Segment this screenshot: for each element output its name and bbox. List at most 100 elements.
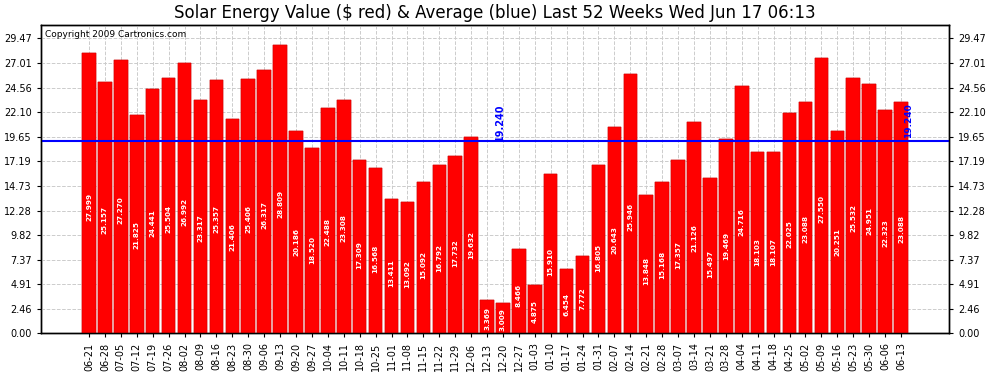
Bar xyxy=(257,70,271,333)
Bar xyxy=(783,113,796,333)
Bar xyxy=(687,122,701,333)
Bar xyxy=(846,78,860,333)
Text: 8.466: 8.466 xyxy=(516,284,522,307)
Bar xyxy=(815,58,829,333)
Bar xyxy=(146,89,159,333)
Text: 19.469: 19.469 xyxy=(723,232,729,260)
Bar xyxy=(480,300,494,333)
Text: 16.805: 16.805 xyxy=(596,244,602,272)
Text: 13.411: 13.411 xyxy=(388,259,394,287)
Bar xyxy=(448,156,462,333)
Title: Solar Energy Value ($ red) & Average (blue) Last 52 Weeks Wed Jun 17 06:13: Solar Energy Value ($ red) & Average (bl… xyxy=(174,4,816,22)
Bar xyxy=(862,84,876,333)
Bar xyxy=(576,256,589,333)
Bar xyxy=(846,78,860,333)
Text: 25.406: 25.406 xyxy=(246,205,251,233)
Bar xyxy=(98,82,112,333)
Bar xyxy=(528,285,542,333)
Text: 21.126: 21.126 xyxy=(691,224,697,252)
Bar xyxy=(528,285,542,333)
Text: 25.946: 25.946 xyxy=(628,202,634,231)
Bar xyxy=(130,115,144,333)
Text: 25.157: 25.157 xyxy=(102,206,108,234)
Bar xyxy=(894,102,908,333)
Text: 17.357: 17.357 xyxy=(675,241,681,269)
Text: 17.309: 17.309 xyxy=(356,242,362,269)
Text: 18.103: 18.103 xyxy=(754,238,760,266)
Text: 27.550: 27.550 xyxy=(819,195,825,223)
Bar xyxy=(496,303,510,333)
Text: Copyright 2009 Cartronics.com: Copyright 2009 Cartronics.com xyxy=(46,30,187,39)
Text: 20.186: 20.186 xyxy=(293,228,299,256)
Text: 15.092: 15.092 xyxy=(421,252,427,279)
Bar xyxy=(703,178,717,333)
Bar xyxy=(671,160,685,333)
Bar xyxy=(401,202,414,333)
Text: 26.317: 26.317 xyxy=(261,201,267,229)
Bar xyxy=(862,84,876,333)
Text: 25.532: 25.532 xyxy=(850,204,856,232)
Text: 23.317: 23.317 xyxy=(197,214,203,242)
Bar xyxy=(352,160,366,333)
Bar xyxy=(719,138,733,333)
Text: 16.792: 16.792 xyxy=(437,244,443,272)
Bar xyxy=(226,119,239,333)
Bar xyxy=(544,174,557,333)
Bar xyxy=(178,63,191,333)
Text: 22.323: 22.323 xyxy=(882,219,888,247)
Text: 25.357: 25.357 xyxy=(214,205,220,233)
Text: 18.520: 18.520 xyxy=(309,236,315,264)
Text: 22.488: 22.488 xyxy=(325,218,331,246)
Text: 28.809: 28.809 xyxy=(277,190,283,218)
Bar xyxy=(831,131,844,333)
Bar xyxy=(464,137,478,333)
Bar xyxy=(878,110,892,333)
Bar xyxy=(273,45,287,333)
Bar xyxy=(98,82,112,333)
Bar xyxy=(321,108,335,333)
Bar xyxy=(385,199,398,333)
Bar xyxy=(831,131,844,333)
Text: 19.240: 19.240 xyxy=(495,104,505,141)
Bar xyxy=(161,78,175,333)
Bar xyxy=(401,202,414,333)
Bar xyxy=(433,165,446,333)
Bar xyxy=(799,102,812,333)
Bar xyxy=(512,249,526,333)
Bar xyxy=(369,168,382,333)
Text: 19.632: 19.632 xyxy=(468,231,474,259)
Bar xyxy=(210,80,223,333)
Bar xyxy=(305,148,319,333)
Bar xyxy=(337,100,350,333)
Bar xyxy=(878,110,892,333)
Bar xyxy=(576,256,589,333)
Bar xyxy=(894,102,908,333)
Text: 21.825: 21.825 xyxy=(134,221,140,249)
Bar xyxy=(448,156,462,333)
Bar xyxy=(257,70,271,333)
Text: 7.772: 7.772 xyxy=(579,287,585,310)
Bar xyxy=(337,100,350,333)
Bar xyxy=(783,113,796,333)
Bar xyxy=(640,195,653,333)
Bar xyxy=(799,102,812,333)
Text: 20.251: 20.251 xyxy=(835,228,841,256)
Text: 15.168: 15.168 xyxy=(659,251,665,279)
Bar xyxy=(767,152,780,333)
Bar xyxy=(305,148,319,333)
Bar xyxy=(560,269,573,333)
Text: 17.732: 17.732 xyxy=(452,240,458,267)
Bar xyxy=(273,45,287,333)
Bar xyxy=(194,100,207,333)
Bar xyxy=(289,131,303,333)
Bar xyxy=(703,178,717,333)
Bar xyxy=(671,160,685,333)
Bar xyxy=(433,165,446,333)
Bar xyxy=(82,53,96,333)
Text: 18.107: 18.107 xyxy=(770,238,776,266)
Bar xyxy=(624,74,638,333)
Bar xyxy=(767,152,780,333)
Bar xyxy=(178,63,191,333)
Bar xyxy=(655,182,669,333)
Bar xyxy=(417,182,430,333)
